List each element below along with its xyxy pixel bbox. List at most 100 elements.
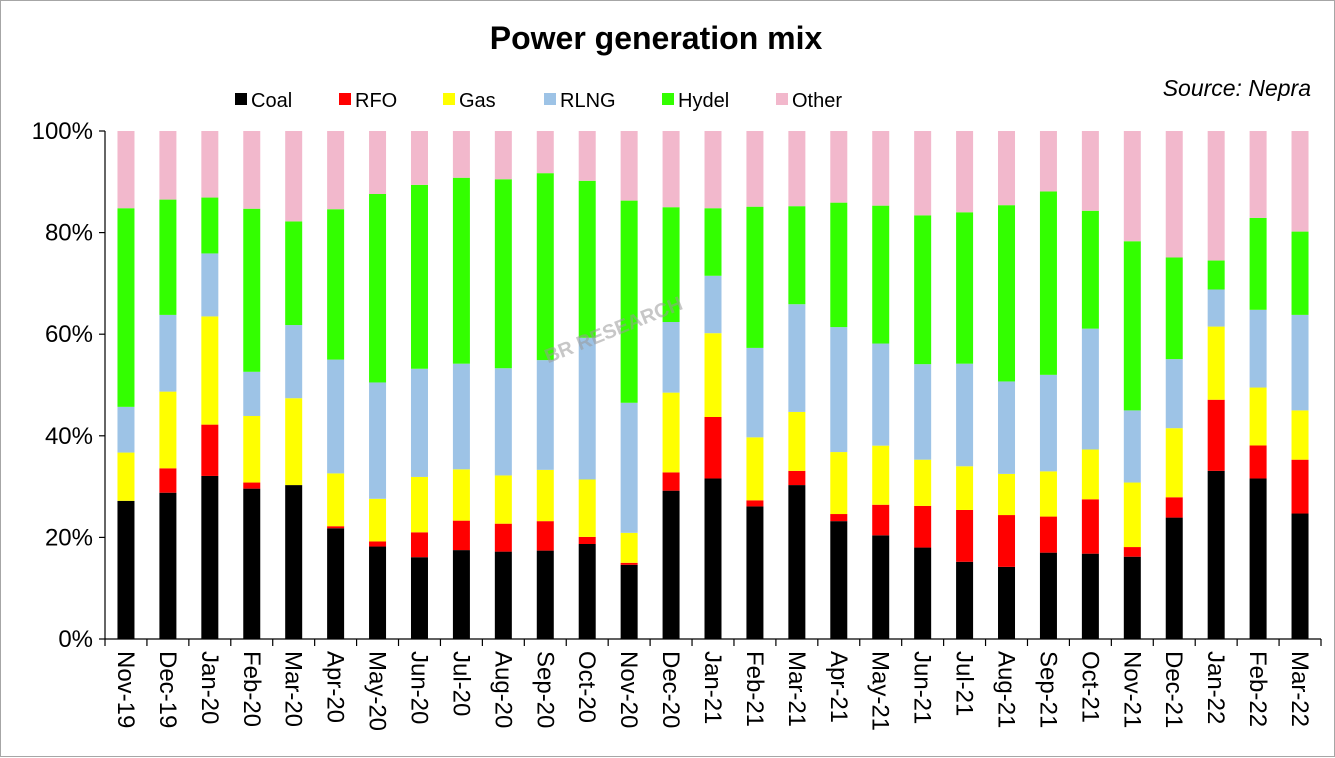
bar-segment-other-dec-21 xyxy=(1165,131,1183,258)
bar-segment-rlng-jan-22 xyxy=(1207,289,1225,327)
chart-title: Power generation mix xyxy=(490,20,823,56)
x-tick-label: Nov-19 xyxy=(112,651,139,728)
x-tick-label: Jul-20 xyxy=(447,651,474,716)
x-tick-label: Oct-21 xyxy=(1076,651,1103,723)
y-tick-label: 20% xyxy=(45,524,93,551)
bar-segment-gas-jan-21 xyxy=(704,333,722,417)
bar-segment-rfo-feb-21 xyxy=(746,500,764,507)
bar-segment-rlng-oct-20 xyxy=(578,337,596,480)
bar-segment-coal-nov-20 xyxy=(620,564,638,639)
x-tick-label: Oct-20 xyxy=(573,651,600,723)
bar-segment-rlng-dec-19 xyxy=(159,314,177,392)
bar-segment-gas-nov-19 xyxy=(117,452,135,501)
legend-swatch-hydel xyxy=(662,93,674,105)
bar-segment-rlng-may-21 xyxy=(872,343,890,446)
bar-segment-other-sep-21 xyxy=(1039,131,1057,192)
bar-segment-rfo-dec-21 xyxy=(1165,497,1183,518)
bar-segment-hydel-oct-20 xyxy=(578,180,596,338)
bar-segment-other-sep-20 xyxy=(536,131,554,174)
bar-segment-rlng-feb-21 xyxy=(746,347,764,438)
x-tick-label: Dec-21 xyxy=(1160,651,1187,728)
legend-swatch-gas xyxy=(443,93,455,105)
bar-segment-hydel-dec-19 xyxy=(159,199,177,315)
bar-segment-rfo-sep-20 xyxy=(536,521,554,551)
bar-segment-gas-jun-21 xyxy=(914,459,932,506)
bar-segment-gas-aug-20 xyxy=(494,475,512,524)
bar-segment-hydel-nov-20 xyxy=(620,200,638,403)
x-tick-label: Jan-20 xyxy=(196,651,223,724)
x-tick-label: Mar-21 xyxy=(783,651,810,727)
bar-segment-rlng-apr-20 xyxy=(327,359,345,474)
bar-segment-gas-jan-22 xyxy=(1207,326,1225,400)
bar-segment-other-feb-20 xyxy=(243,131,261,209)
x-tick-label: Dec-20 xyxy=(657,651,684,728)
bar-segment-other-mar-20 xyxy=(285,131,303,222)
bar-segment-rfo-nov-21 xyxy=(1123,547,1141,557)
bar-segment-rfo-jul-20 xyxy=(452,520,470,551)
bar-segment-gas-mar-22 xyxy=(1291,410,1309,460)
bar-segment-other-apr-20 xyxy=(327,131,345,210)
legend-label-coal: Coal xyxy=(251,90,292,112)
chart-legend: Coal RFO Gas RLNG Hydel Other xyxy=(235,90,842,112)
bar-segment-rlng-aug-21 xyxy=(998,381,1016,474)
bar-segment-coal-jun-21 xyxy=(914,547,932,639)
bar-segment-rlng-mar-22 xyxy=(1291,314,1309,411)
bar-segment-other-mar-21 xyxy=(788,131,806,207)
bar-segment-rlng-may-20 xyxy=(369,382,387,499)
bar-segment-gas-feb-20 xyxy=(243,415,261,483)
bar-segment-coal-apr-21 xyxy=(830,521,848,639)
x-tick-label: Dec-19 xyxy=(154,651,181,728)
bar-segment-rfo-aug-21 xyxy=(998,515,1016,567)
bar-segment-hydel-jan-21 xyxy=(704,208,722,276)
bar-segment-coal-dec-20 xyxy=(662,490,680,639)
bar-segment-hydel-aug-21 xyxy=(998,205,1016,382)
bar-segment-rfo-jul-21 xyxy=(956,509,974,562)
bar-segment-rlng-nov-20 xyxy=(620,402,638,533)
x-tick-label: Sep-21 xyxy=(1034,651,1061,728)
bar-segment-rfo-jan-21 xyxy=(704,417,722,479)
bar-segment-rlng-jan-21 xyxy=(704,275,722,334)
bar-segment-gas-mar-21 xyxy=(788,411,806,471)
bar-segment-rfo-feb-22 xyxy=(1249,445,1267,479)
bar-segment-other-nov-19 xyxy=(117,131,135,209)
bar-segment-rfo-may-21 xyxy=(872,504,890,536)
bar-segment-hydel-nov-21 xyxy=(1123,241,1141,411)
bar-segment-coal-aug-20 xyxy=(494,551,512,639)
x-tick-label: Jan-22 xyxy=(1202,651,1229,724)
bar-segment-hydel-nov-19 xyxy=(117,208,135,407)
bar-segment-other-oct-20 xyxy=(578,131,596,181)
x-tick-label: Jan-21 xyxy=(699,651,726,724)
bar-segment-coal-dec-21 xyxy=(1165,517,1183,639)
x-tick-label: Apr-21 xyxy=(825,651,852,723)
bar-segment-other-may-21 xyxy=(872,131,890,206)
bar-segment-gas-apr-21 xyxy=(830,452,848,515)
bar-segment-rfo-mar-22 xyxy=(1291,459,1309,514)
legend-swatch-other xyxy=(776,93,788,105)
x-tick-label: Jun-21 xyxy=(909,651,936,724)
bar-segment-other-nov-20 xyxy=(620,131,638,201)
bar-segment-rfo-oct-21 xyxy=(1081,499,1099,554)
bar-segment-rfo-oct-20 xyxy=(578,536,596,544)
bar-segment-other-apr-21 xyxy=(830,131,848,203)
y-tick-label: 0% xyxy=(58,626,93,653)
x-tick-label: Aug-21 xyxy=(993,651,1020,728)
bar-segment-rlng-mar-21 xyxy=(788,304,806,412)
bar-segment-coal-mar-20 xyxy=(285,485,303,639)
bar-segment-rlng-jun-20 xyxy=(410,368,428,477)
x-tick-label: Apr-20 xyxy=(322,651,349,723)
bar-segment-coal-sep-21 xyxy=(1039,552,1057,639)
bar-segment-gas-jun-20 xyxy=(410,476,428,533)
bar-segment-coal-may-21 xyxy=(872,535,890,639)
bar-segment-rlng-feb-20 xyxy=(243,371,261,416)
bar-segment-hydel-mar-21 xyxy=(788,206,806,305)
bar-segment-hydel-sep-21 xyxy=(1039,191,1057,375)
bar-segment-coal-jan-21 xyxy=(704,478,722,639)
chart-source: Source: Nepra xyxy=(1163,75,1311,101)
bar-segment-gas-oct-21 xyxy=(1081,449,1099,500)
bar-segment-coal-feb-21 xyxy=(746,506,764,639)
x-tick-label: Mar-20 xyxy=(280,651,307,727)
bar-segment-rfo-dec-20 xyxy=(662,472,680,491)
bar-segment-other-dec-19 xyxy=(159,131,177,200)
